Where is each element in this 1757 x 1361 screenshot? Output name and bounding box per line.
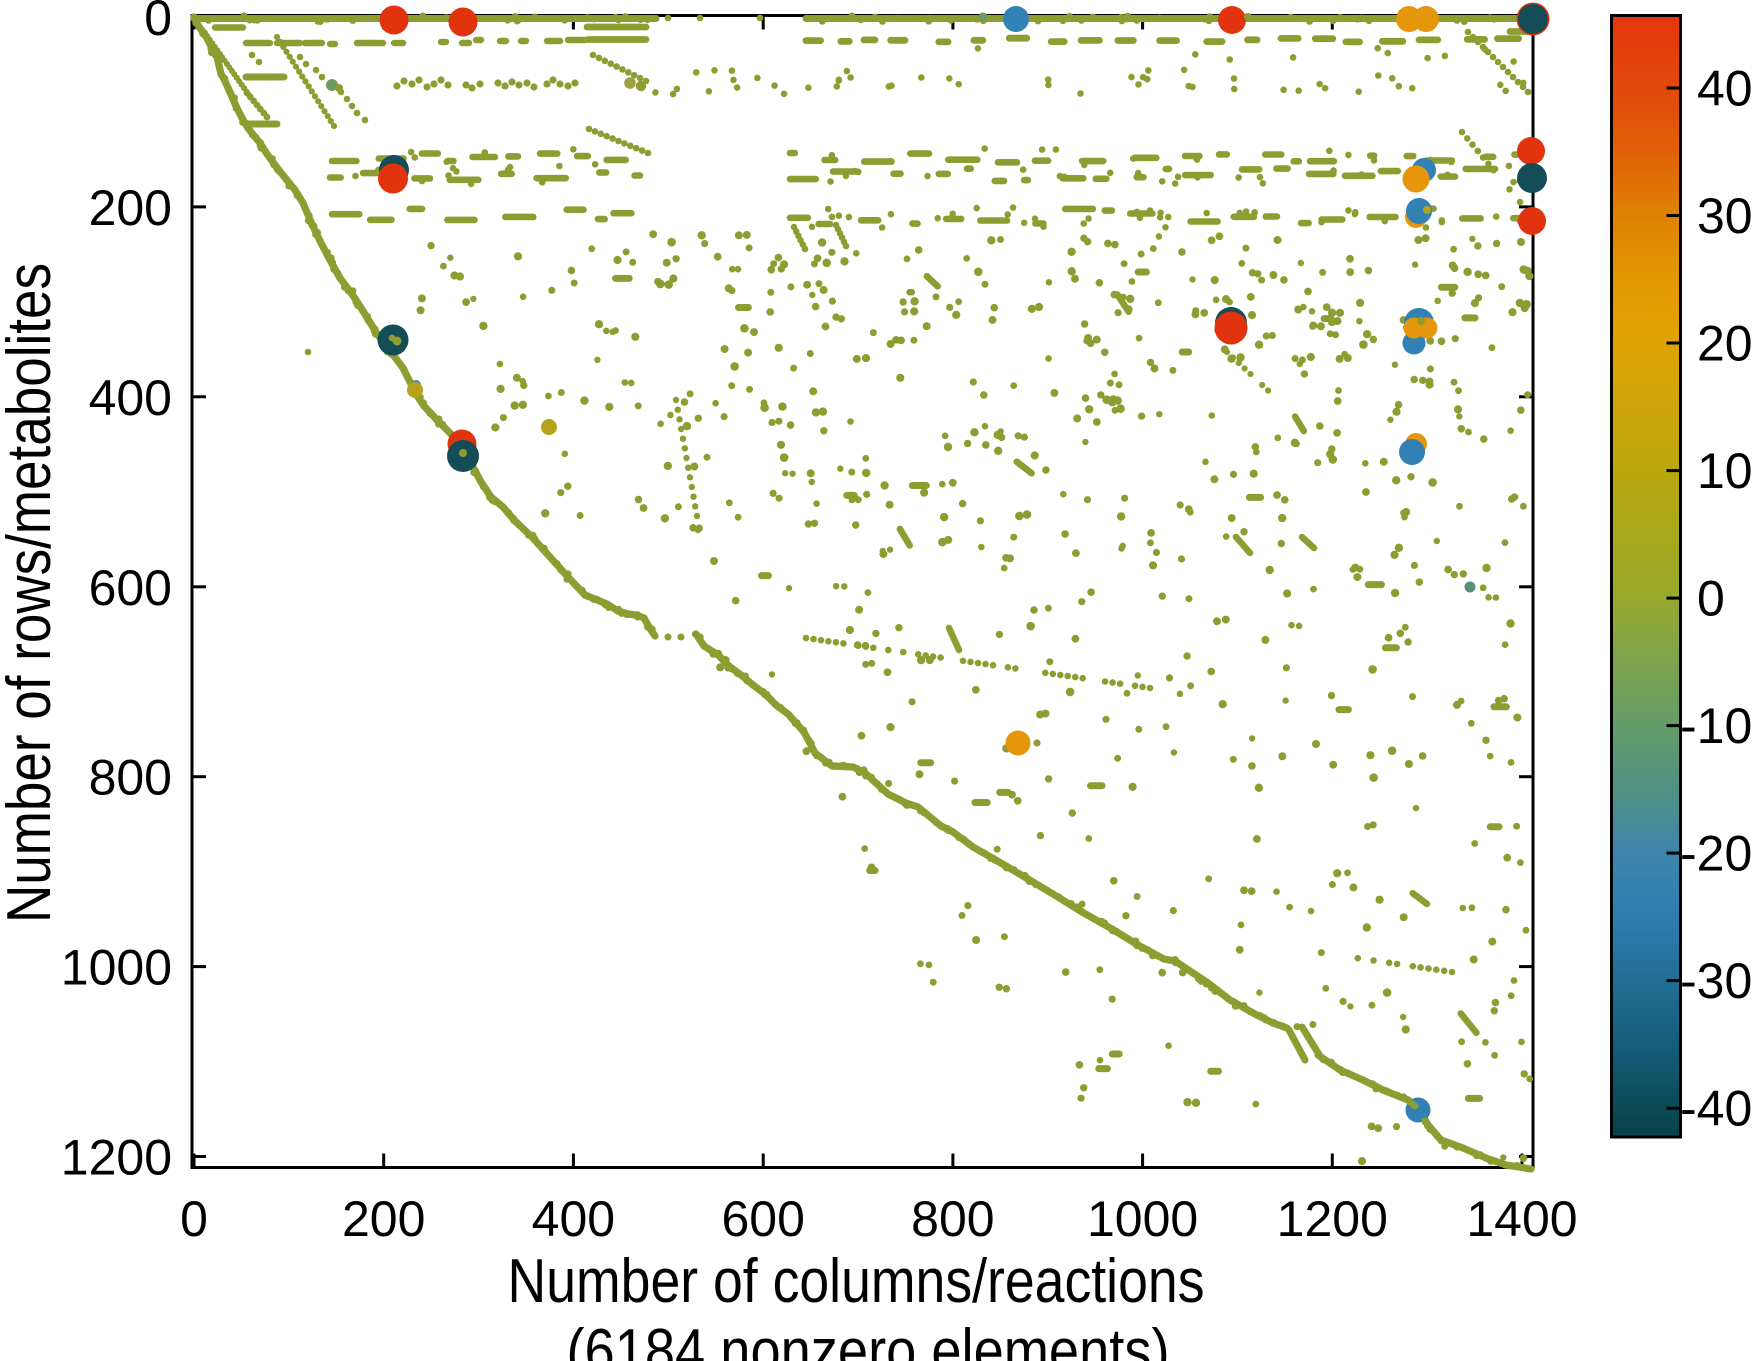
- svg-text:1000: 1000: [1087, 1191, 1198, 1247]
- svg-text:30: 30: [1697, 188, 1753, 244]
- svg-text:800: 800: [89, 750, 172, 806]
- svg-text:800: 800: [911, 1191, 994, 1247]
- svg-text:200: 200: [89, 180, 172, 236]
- svg-text:(6184 nonzero elements): (6184 nonzero elements): [567, 1317, 1170, 1361]
- svg-text:-10: -10: [1680, 698, 1752, 754]
- svg-text:0: 0: [144, 0, 172, 46]
- svg-text:400: 400: [89, 370, 172, 426]
- svg-text:Number of columns/reactions: Number of columns/reactions: [508, 1247, 1205, 1316]
- svg-text:-30: -30: [1680, 953, 1752, 1009]
- svg-text:400: 400: [532, 1191, 615, 1247]
- svg-text:1200: 1200: [1277, 1191, 1388, 1247]
- svg-text:Number of rows/metabolites: Number of rows/metabolites: [0, 263, 64, 923]
- svg-text:1000: 1000: [61, 940, 172, 996]
- svg-text:600: 600: [89, 560, 172, 616]
- svg-text:40: 40: [1697, 61, 1753, 117]
- svg-text:0: 0: [180, 1191, 208, 1247]
- svg-text:-20: -20: [1680, 826, 1752, 882]
- svg-text:-40: -40: [1680, 1081, 1752, 1137]
- svg-text:20: 20: [1697, 316, 1753, 372]
- svg-text:0: 0: [1697, 571, 1725, 627]
- svg-text:1200: 1200: [61, 1130, 172, 1186]
- svg-text:1400: 1400: [1466, 1191, 1577, 1247]
- svg-text:10: 10: [1697, 443, 1753, 499]
- svg-text:600: 600: [721, 1191, 804, 1247]
- svg-text:200: 200: [342, 1191, 425, 1247]
